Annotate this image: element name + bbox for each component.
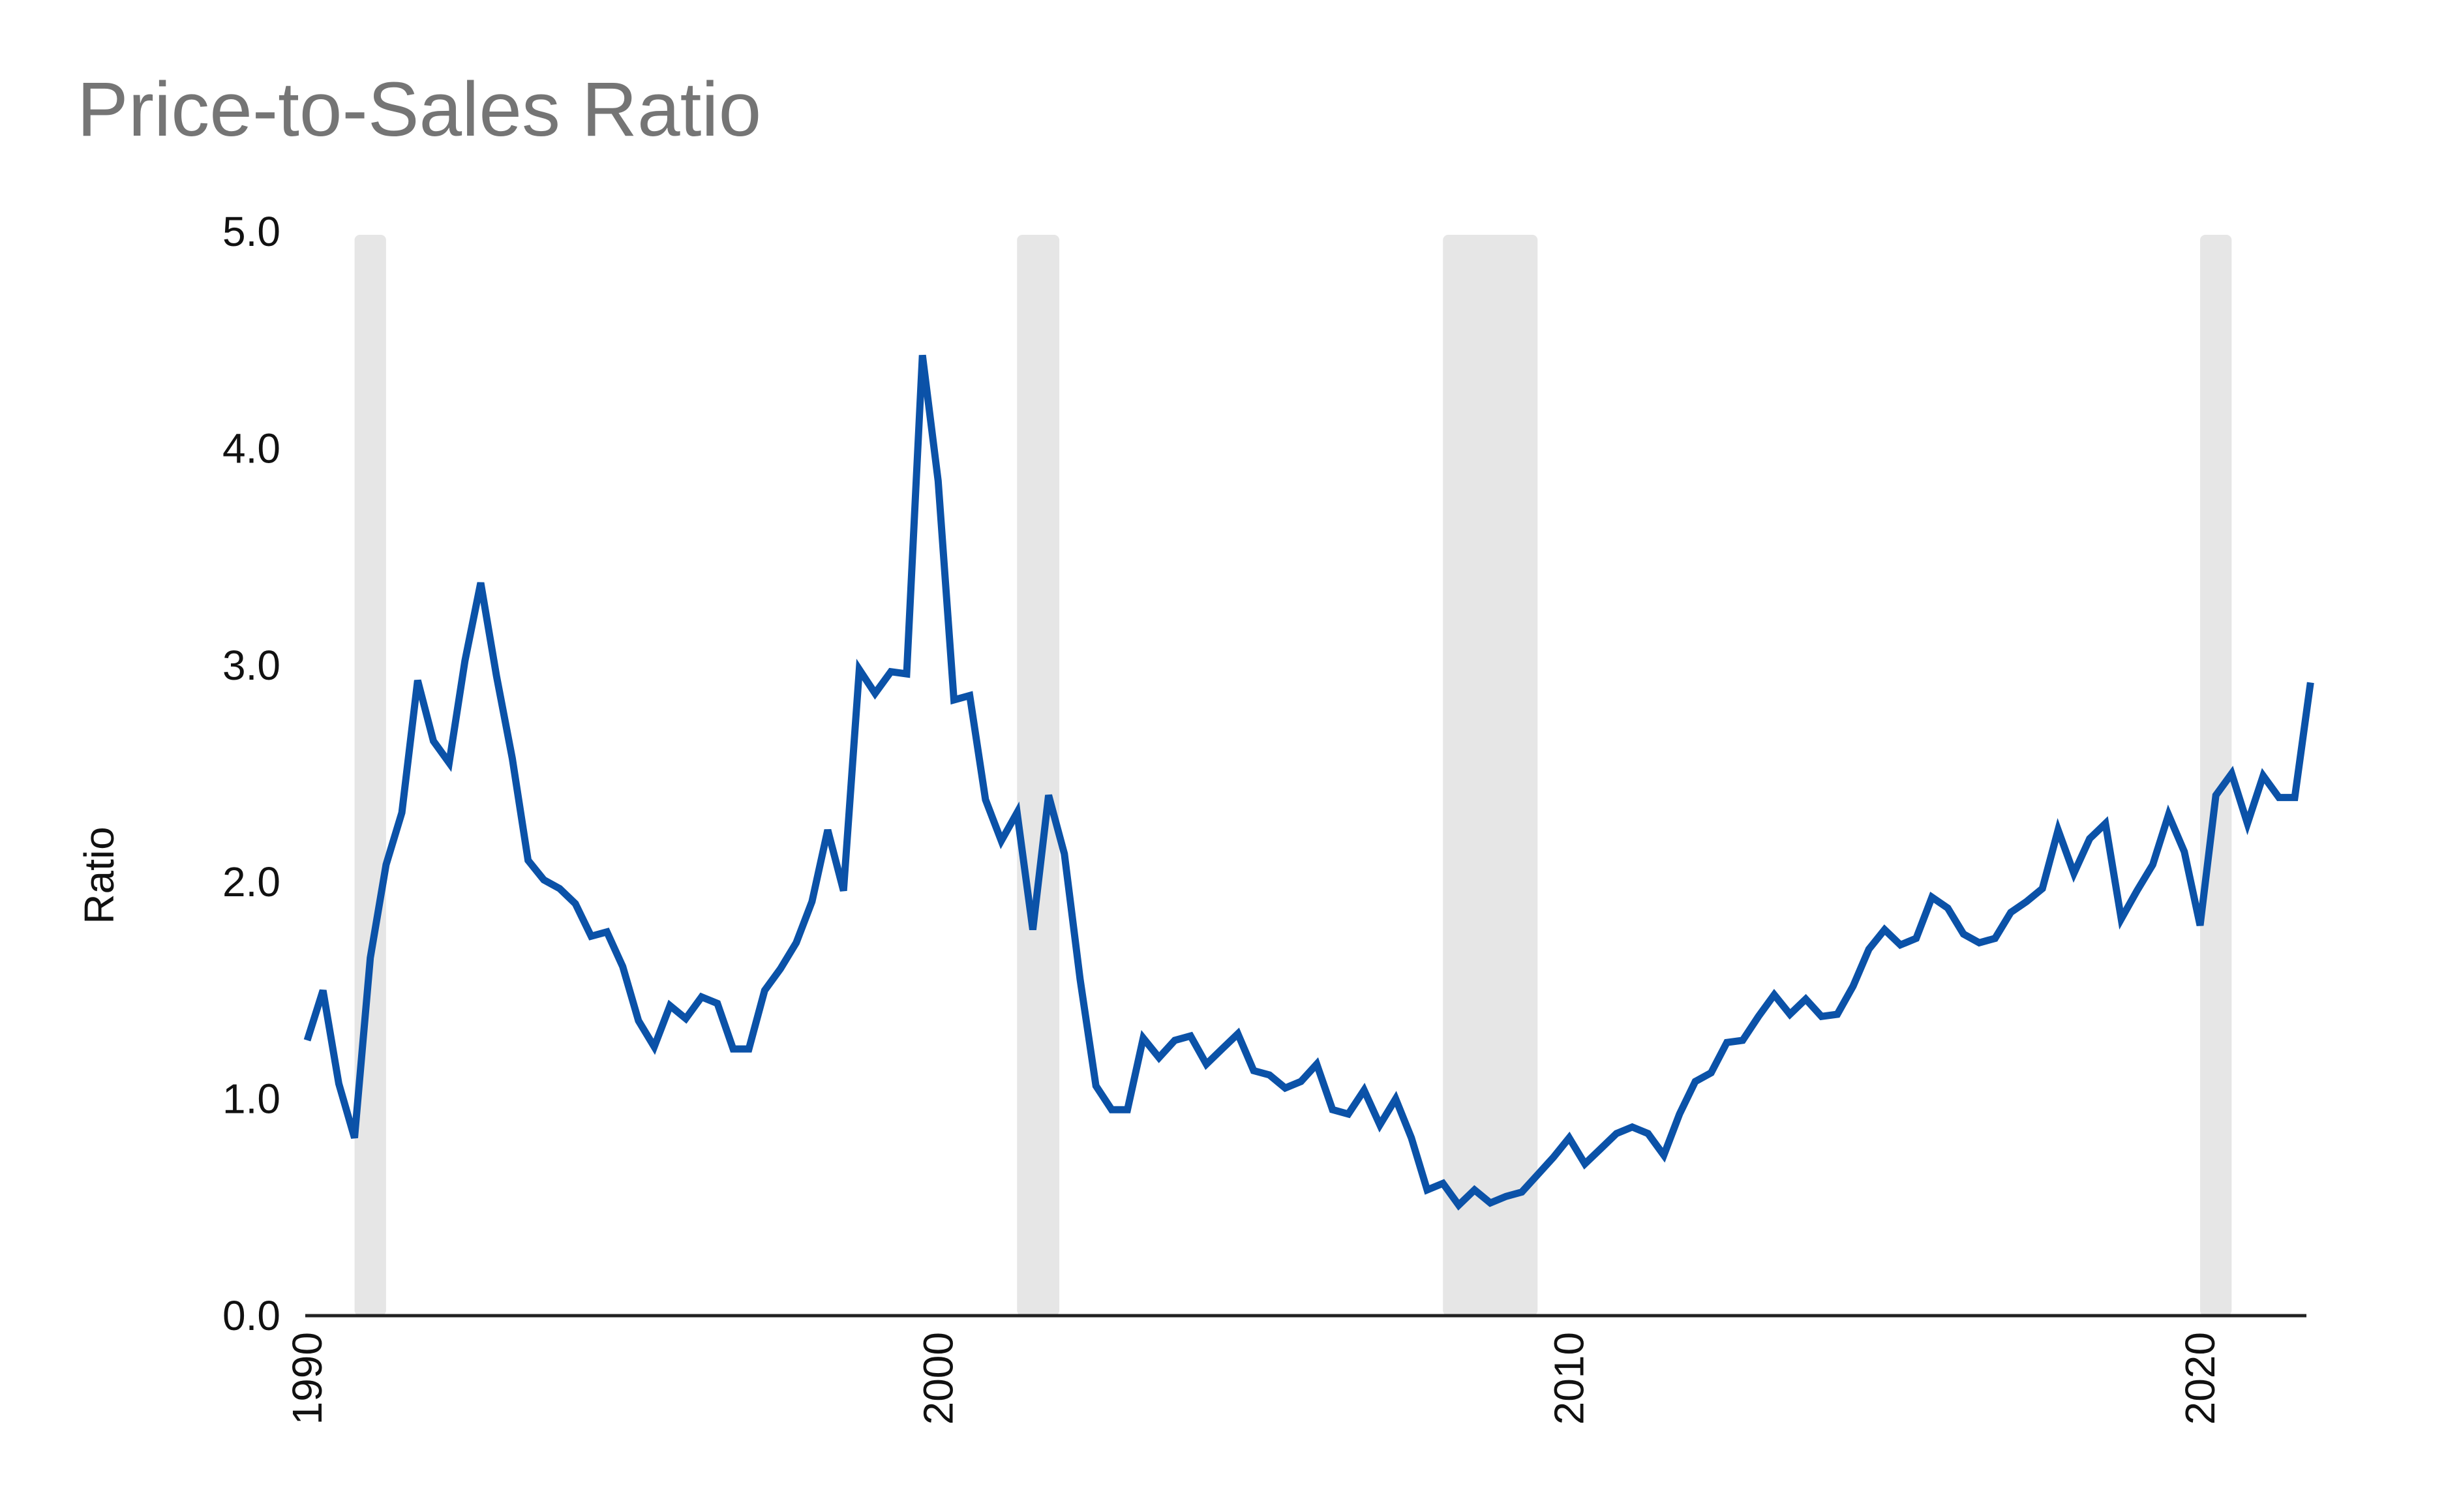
- y-tick-label: 3.0: [222, 642, 280, 689]
- y-tick-label: 5.0: [222, 208, 280, 255]
- y-axis-title: Ratio: [76, 826, 123, 924]
- x-tick-label: 2000: [914, 1332, 961, 1425]
- recession-band-3: [1443, 235, 1538, 1316]
- x-axis-ticks: 1990 2000 2010 2020: [284, 1332, 2224, 1425]
- x-tick-label: 1990: [284, 1332, 331, 1425]
- chart-title: Price-to-Sales Ratio: [77, 67, 762, 153]
- x-tick-label: 2020: [2177, 1332, 2224, 1425]
- y-tick-label: 4.0: [222, 425, 280, 472]
- y-tick-label: 2.0: [222, 858, 280, 905]
- y-tick-label: 0.0: [222, 1292, 280, 1339]
- x-tick-label: 2010: [1546, 1332, 1593, 1425]
- y-axis-ticks: 0.0 1.0 2.0 3.0 4.0 5.0: [222, 208, 280, 1339]
- recession-band-2: [1017, 235, 1060, 1316]
- recession-band-1: [354, 235, 386, 1316]
- recession-band-4: [2200, 235, 2232, 1316]
- recession-bands: [354, 235, 2232, 1316]
- price-to-sales-series-line: [303, 354, 2314, 1211]
- y-tick-label: 1.0: [222, 1076, 280, 1123]
